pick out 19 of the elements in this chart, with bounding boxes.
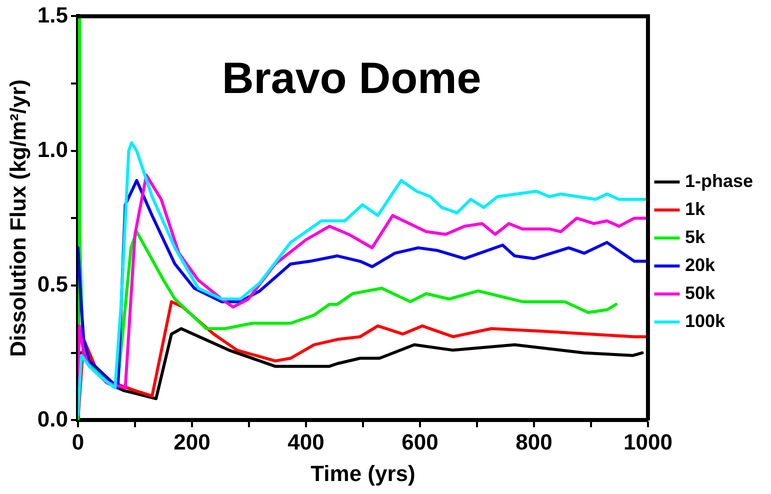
legend-label: 1k	[684, 198, 706, 219]
y-tick-label: 0.5	[37, 272, 68, 297]
x-axis-title: Time (yrs)	[310, 460, 416, 486]
x-tick-label: 800	[516, 429, 552, 454]
legend-label: 1-phase	[684, 170, 754, 191]
text: Bravo Dome	[222, 54, 482, 103]
x-tick-label: 0	[72, 429, 84, 454]
legend-label: 5k	[684, 226, 706, 247]
x-tick-label: 600	[402, 429, 438, 454]
x-tick-label: 400	[288, 429, 324, 454]
y-axis-title: Dissolution Flux (kg/m²/yr)	[5, 79, 30, 357]
y-tick-label: 1.0	[37, 136, 68, 162]
y-tick-label: 1.5	[37, 2, 68, 28]
legend-label: 20k	[684, 254, 716, 275]
legend-label: 100k	[684, 310, 726, 331]
x-tick-label: 1000	[623, 429, 672, 454]
y-tick-label: 0.0	[37, 406, 68, 432]
legend-label: 50k	[684, 282, 716, 303]
x-tick-label: 200	[174, 429, 210, 454]
